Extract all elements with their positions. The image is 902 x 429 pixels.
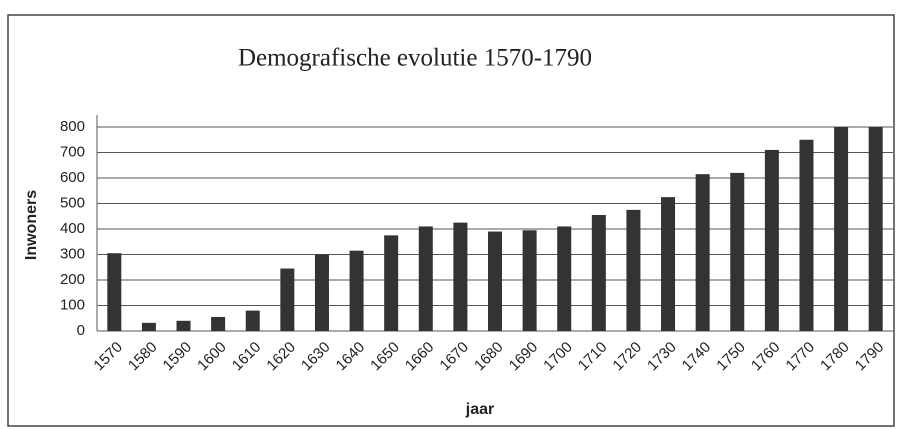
bar [764, 149, 779, 331]
bar [280, 268, 295, 331]
x-tick-label: 1790 [852, 339, 888, 375]
bar [591, 214, 606, 331]
y-axis-title: Inwoners [23, 190, 40, 260]
x-tick-label: 1710 [575, 339, 611, 375]
bar [314, 254, 329, 331]
x-tick-label: 1600 [194, 339, 230, 375]
bar [349, 250, 364, 331]
x-tick-label: 1670 [436, 339, 472, 375]
bar [176, 320, 191, 331]
x-tick-label: 1760 [748, 339, 784, 375]
bar [107, 253, 122, 331]
bar [245, 310, 260, 331]
bar [695, 174, 710, 331]
x-tick-label: 1580 [125, 339, 161, 375]
x-tick-label: 1700 [540, 339, 576, 375]
x-tick-label: 1610 [229, 339, 265, 375]
x-tick-label: 1640 [333, 339, 369, 375]
chart-title: Demografische evolutie 1570-1790 [238, 45, 592, 72]
chart-frame [7, 14, 895, 427]
x-tick-label: 1570 [90, 339, 126, 375]
bar [834, 127, 849, 331]
y-tick-label: 0 [77, 322, 85, 339]
bar [730, 172, 745, 331]
bar [384, 235, 399, 331]
x-tick-label: 1630 [298, 339, 334, 375]
y-tick-label: 300 [60, 245, 85, 262]
bar [522, 230, 537, 331]
x-tick-label: 1590 [160, 339, 196, 375]
y-tick-label: 700 [60, 143, 85, 160]
x-tick-label: 1720 [609, 339, 645, 375]
bar [211, 316, 226, 331]
x-tick-label: 1730 [644, 339, 680, 375]
x-tick-label: 1750 [713, 339, 749, 375]
x-tick-label: 1740 [679, 339, 715, 375]
bar [453, 222, 468, 331]
x-tick-label: 1780 [817, 339, 853, 375]
bar [626, 209, 641, 331]
y-tick-label: 800 [60, 118, 85, 135]
y-tick-label: 600 [60, 169, 85, 186]
y-tick-label: 100 [60, 296, 85, 313]
bar [488, 231, 502, 331]
y-tick-label: 400 [60, 220, 85, 237]
x-tick-label: 1680 [471, 339, 507, 375]
x-tick-label: 1620 [263, 339, 299, 375]
x-tick-label: 1660 [402, 339, 438, 375]
y-tick-label: 500 [60, 194, 85, 211]
bar [868, 127, 883, 331]
bar [141, 322, 156, 331]
x-tick-label: 1650 [367, 339, 403, 375]
bar [557, 226, 572, 331]
bar [661, 197, 676, 331]
bar [418, 226, 433, 331]
bar [799, 139, 814, 331]
y-tick-label: 200 [60, 271, 85, 288]
x-axis-title: jaar [465, 401, 494, 418]
x-tick-label: 1770 [782, 339, 818, 375]
x-tick-label: 1690 [506, 339, 542, 375]
